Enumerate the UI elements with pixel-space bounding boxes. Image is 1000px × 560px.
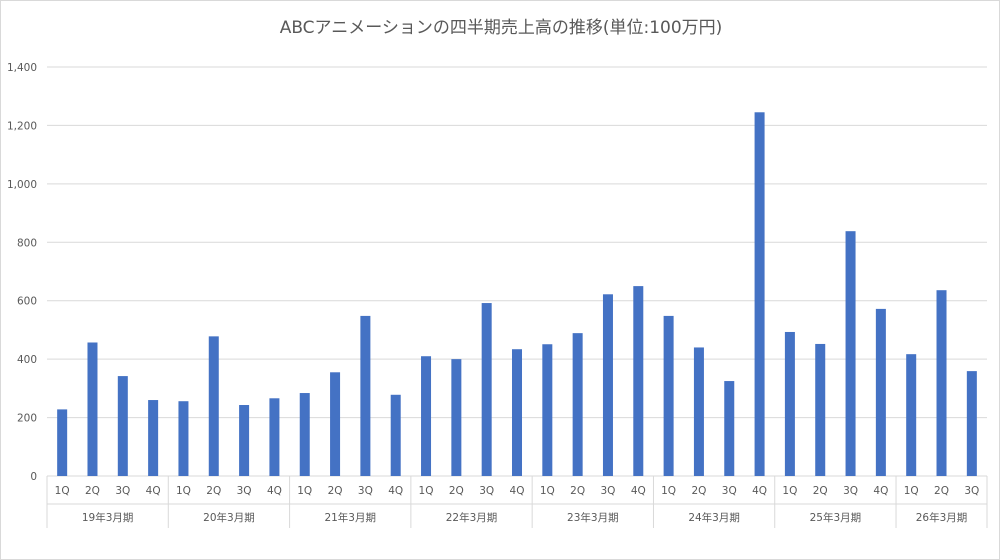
bar: [239, 405, 250, 476]
group-label: 26年3月期: [916, 511, 968, 524]
x-tick-label: 4Q: [873, 485, 888, 497]
x-tick-label: 4Q: [388, 485, 403, 497]
group-label: 23年3月期: [567, 511, 619, 524]
bar: [178, 401, 189, 476]
x-tick-label: 2Q: [934, 485, 949, 497]
x-tick-label: 1Q: [55, 485, 70, 497]
x-tick-label: 2Q: [691, 485, 706, 497]
bar: [602, 294, 613, 476]
x-axis: 1Q 2Q 3Q 4Q 19年3月期 1Q 2Q 3Q 4Q 20年3月期 1Q 2Q 3Q 4Q 21年3…: [46, 476, 988, 528]
bar: [57, 409, 68, 476]
y-tick-label: 1,000: [7, 179, 37, 191]
x-tick-label: 2Q: [328, 485, 343, 497]
x-tick-label: 1Q: [782, 485, 797, 497]
x-tick-label: 1Q: [297, 485, 312, 497]
x-tick-label: 4Q: [752, 485, 767, 497]
group-label: 25年3月期: [810, 511, 862, 524]
bar: [633, 286, 644, 476]
bar: [693, 347, 704, 476]
bar: [360, 315, 371, 476]
x-tick-label: 4Q: [267, 485, 282, 497]
x-tick-label: 1Q: [661, 485, 676, 497]
x-tick-label: 3Q: [722, 485, 737, 497]
bar: [511, 349, 523, 476]
x-tick-label: 3Q: [479, 485, 494, 497]
x-tick-label: 3Q: [964, 485, 979, 497]
bar: [875, 308, 886, 476]
bar: [936, 290, 947, 476]
group-label: 20年3月期: [203, 511, 255, 524]
bar: [269, 398, 280, 476]
x-tick-label: 3Q: [843, 485, 858, 497]
bar: [754, 112, 765, 477]
bar: [572, 333, 583, 476]
bar: [663, 315, 674, 476]
bar: [724, 381, 735, 476]
x-tick-label: 2Q: [85, 485, 100, 497]
bar: [542, 344, 553, 476]
bar: [330, 372, 341, 476]
bars: [57, 112, 977, 477]
bar: [421, 356, 432, 476]
bar: [87, 342, 98, 476]
x-tick-label: 1Q: [540, 485, 555, 497]
bar: [815, 343, 826, 476]
bar: [208, 336, 219, 476]
group-label: 24年3月期: [688, 511, 740, 524]
y-axis: 0 200 400 600 800 1,000 1,200 1,400: [7, 62, 37, 483]
y-tick-label: 200: [17, 413, 37, 425]
x-tick-label: 4Q: [146, 485, 161, 497]
group-label: 21年3月期: [324, 511, 376, 524]
x-tick-label: 2Q: [206, 485, 221, 497]
bar: [845, 231, 856, 476]
x-tick-label: 1Q: [176, 485, 191, 497]
bar: [784, 331, 795, 476]
bar: [117, 376, 128, 476]
x-tick-label: 4Q: [510, 485, 525, 497]
y-tick-label: 600: [17, 296, 37, 308]
bar: [966, 371, 977, 476]
x-tick-label: 2Q: [813, 485, 828, 497]
x-tick-label: 3Q: [600, 485, 615, 497]
x-tick-label: 3Q: [237, 485, 252, 497]
chart-title: ABCアニメーションの四半期売上高の推移(単位:100万円): [279, 18, 723, 38]
x-tick-label: 1Q: [419, 485, 434, 497]
x-tick-label: 3Q: [358, 485, 373, 497]
x-tick-label: 4Q: [631, 485, 646, 497]
x-tick-label: 3Q: [115, 485, 130, 497]
bar: [451, 359, 462, 476]
x-tick-label: 1Q: [904, 485, 919, 497]
y-tick-label: 1,400: [7, 62, 37, 74]
bar: [481, 303, 492, 476]
x-tick-label: 2Q: [570, 485, 585, 497]
bar: [299, 393, 310, 476]
group-label: 19年3月期: [82, 511, 134, 524]
y-tick-label: 0: [30, 471, 37, 483]
y-tick-label: 1,200: [7, 120, 37, 132]
bar: [390, 394, 401, 476]
group-label: 22年3月期: [446, 511, 498, 524]
y-tick-label: 800: [17, 237, 37, 249]
bar: [148, 400, 159, 476]
bar: [906, 354, 917, 476]
y-tick-label: 400: [17, 354, 37, 366]
x-tick-label: 2Q: [449, 485, 464, 497]
